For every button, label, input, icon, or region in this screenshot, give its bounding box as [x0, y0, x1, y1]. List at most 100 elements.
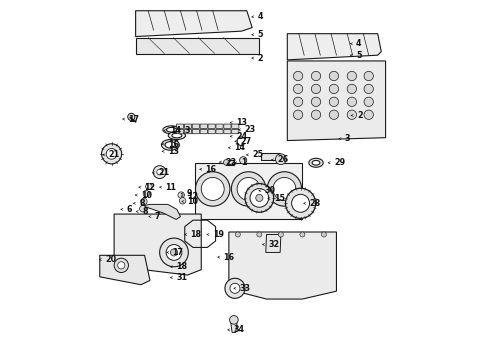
Circle shape: [300, 232, 305, 237]
Circle shape: [364, 97, 373, 107]
Polygon shape: [266, 234, 281, 252]
Circle shape: [146, 183, 152, 190]
Circle shape: [196, 172, 230, 206]
Text: 13: 13: [168, 147, 179, 156]
Circle shape: [294, 110, 303, 120]
Polygon shape: [226, 160, 234, 165]
Circle shape: [160, 238, 188, 267]
Circle shape: [140, 206, 146, 212]
Text: 30: 30: [265, 186, 276, 195]
Circle shape: [230, 283, 240, 293]
Circle shape: [178, 192, 184, 198]
Circle shape: [141, 198, 147, 205]
Circle shape: [273, 177, 296, 201]
Text: 16: 16: [205, 165, 217, 174]
Text: 12: 12: [145, 183, 156, 192]
Text: 8: 8: [139, 199, 145, 208]
Circle shape: [294, 71, 303, 81]
Text: 2: 2: [357, 111, 363, 120]
Circle shape: [311, 97, 320, 107]
Circle shape: [153, 166, 166, 179]
Text: 14: 14: [234, 143, 245, 152]
Ellipse shape: [309, 158, 323, 167]
Circle shape: [201, 177, 224, 201]
FancyBboxPatch shape: [184, 130, 192, 134]
Text: 13: 13: [236, 118, 247, 127]
Circle shape: [101, 144, 122, 164]
Polygon shape: [114, 214, 201, 275]
Text: 16: 16: [223, 253, 235, 262]
FancyBboxPatch shape: [216, 130, 223, 134]
Text: 3: 3: [184, 126, 190, 135]
Circle shape: [329, 110, 339, 120]
Circle shape: [364, 71, 373, 81]
FancyBboxPatch shape: [192, 124, 199, 129]
Circle shape: [225, 278, 245, 298]
Circle shape: [235, 232, 240, 237]
Text: 23: 23: [245, 125, 255, 134]
Circle shape: [347, 84, 357, 94]
Ellipse shape: [163, 126, 180, 134]
Circle shape: [223, 159, 229, 165]
Text: 21: 21: [109, 150, 120, 159]
Ellipse shape: [161, 139, 179, 150]
Text: 1: 1: [241, 158, 246, 167]
Text: 19: 19: [213, 230, 224, 239]
Circle shape: [240, 157, 247, 164]
Text: 4: 4: [258, 12, 263, 21]
FancyBboxPatch shape: [216, 124, 223, 129]
FancyBboxPatch shape: [200, 130, 207, 134]
Circle shape: [329, 84, 339, 94]
Circle shape: [106, 148, 117, 159]
Text: 17: 17: [128, 114, 140, 123]
Text: 28: 28: [310, 199, 321, 208]
Polygon shape: [287, 61, 386, 140]
Text: 34: 34: [234, 325, 245, 334]
Circle shape: [286, 188, 316, 219]
Polygon shape: [261, 153, 280, 160]
FancyBboxPatch shape: [232, 130, 239, 134]
Text: 6: 6: [126, 205, 132, 214]
FancyBboxPatch shape: [224, 124, 231, 129]
Text: 29: 29: [334, 158, 345, 167]
FancyBboxPatch shape: [208, 130, 215, 134]
Polygon shape: [136, 38, 259, 54]
Text: 10: 10: [141, 190, 152, 199]
Text: 16: 16: [168, 140, 179, 149]
Text: 24: 24: [236, 132, 247, 141]
Polygon shape: [195, 163, 302, 220]
Text: 20: 20: [105, 255, 116, 264]
Circle shape: [347, 97, 357, 107]
FancyBboxPatch shape: [200, 124, 207, 129]
Circle shape: [329, 97, 339, 107]
Text: 22: 22: [225, 158, 237, 167]
Text: 21: 21: [158, 168, 170, 177]
Polygon shape: [229, 232, 337, 299]
Text: 31: 31: [176, 273, 187, 282]
Text: 18: 18: [191, 230, 201, 239]
Text: 14: 14: [170, 126, 181, 135]
Text: 9: 9: [187, 189, 193, 198]
Polygon shape: [136, 11, 252, 37]
Circle shape: [278, 232, 283, 237]
Polygon shape: [143, 204, 180, 220]
Text: 4: 4: [356, 39, 362, 48]
Circle shape: [231, 172, 266, 206]
Text: 26: 26: [277, 156, 289, 165]
Circle shape: [245, 184, 274, 212]
Text: 5: 5: [258, 30, 263, 39]
Circle shape: [347, 110, 357, 120]
Text: 32: 32: [269, 240, 279, 249]
FancyBboxPatch shape: [232, 124, 239, 129]
FancyBboxPatch shape: [184, 124, 192, 129]
Circle shape: [118, 262, 125, 269]
Text: 15: 15: [274, 194, 285, 203]
Text: 25: 25: [252, 150, 263, 159]
Circle shape: [364, 84, 373, 94]
Ellipse shape: [312, 161, 320, 165]
Text: 11: 11: [166, 183, 176, 192]
Text: 27: 27: [241, 137, 252, 146]
Circle shape: [250, 189, 269, 207]
Circle shape: [128, 113, 135, 121]
Circle shape: [311, 71, 320, 81]
